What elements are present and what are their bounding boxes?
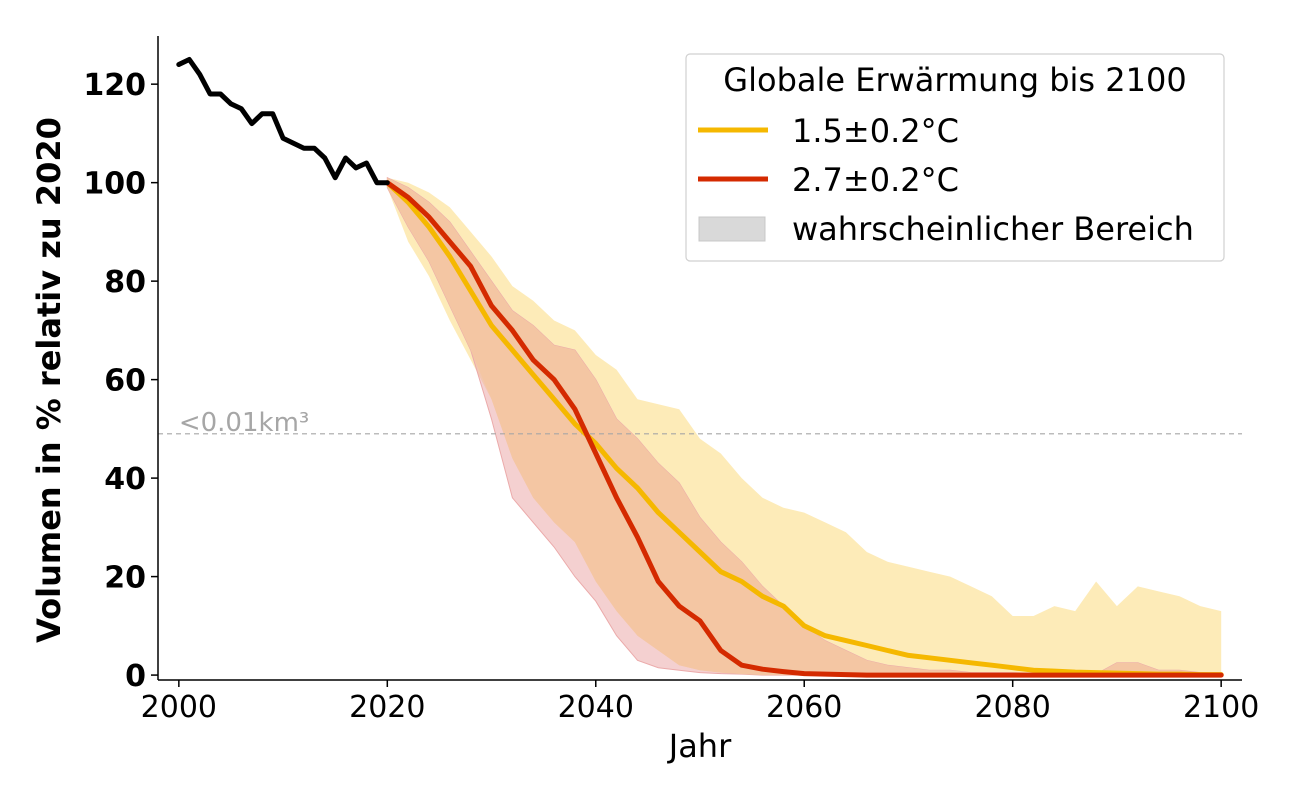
y-tick-label: 80 <box>104 265 146 300</box>
y-tick-label: 20 <box>104 561 146 596</box>
band-overlap <box>387 177 1222 676</box>
legend-label-2-7: 2.7±0.2°C <box>792 161 959 199</box>
y-axis-title: Volumen in % relativ zu 2020 <box>30 117 68 643</box>
series-lines <box>176 57 1224 678</box>
legend-swatch-likely-range <box>698 216 766 242</box>
line-1-5 <box>384 180 1224 678</box>
y-tick-label: 0 <box>125 659 146 694</box>
x-tick-label: 2080 <box>975 690 1051 725</box>
x-tick-label: 2100 <box>1183 690 1259 725</box>
legend: Globale Erwärmung bis 2100 1.5±0.2°C 2.7… <box>685 53 1225 262</box>
y-tick-label: 120 <box>83 68 146 103</box>
x-tick-label: 2060 <box>766 690 842 725</box>
legend-title: Globale Erwärmung bis 2100 <box>723 61 1186 99</box>
legend-box <box>685 53 1225 262</box>
line-2-7 <box>384 180 1224 678</box>
legend-label-1-5: 1.5±0.2°C <box>792 112 959 150</box>
x-tick-label: 2020 <box>349 690 425 725</box>
y-tick-label: 60 <box>104 364 146 399</box>
y-tick-label: 40 <box>104 462 146 497</box>
y-tick-label: 100 <box>83 167 146 202</box>
threshold-annotation: <0.01km³ <box>179 408 309 438</box>
x-tick-label: 2000 <box>141 690 217 725</box>
x-tick-label: 2040 <box>558 690 634 725</box>
x-axis-title: Jahr <box>667 727 732 765</box>
legend-label-likely-range: wahrscheinlicher Bereich <box>792 210 1194 248</box>
line-historical <box>176 57 390 186</box>
